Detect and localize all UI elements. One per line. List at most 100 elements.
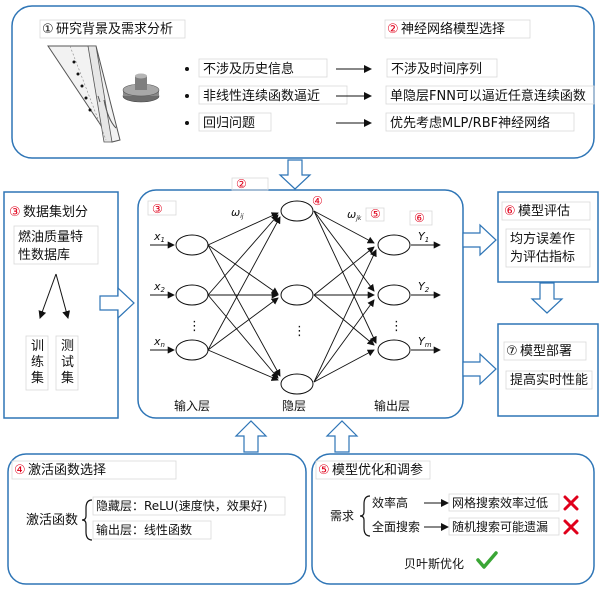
arrow-optimization-to-network <box>325 420 359 453</box>
hidden-dots: ⋮ <box>293 324 306 339</box>
hidden-layer-label: 隐层 <box>282 399 306 413</box>
input-label-2: x2 <box>153 280 166 294</box>
output-nodes <box>377 234 411 361</box>
output-label-2: Y2 <box>418 280 430 294</box>
research-title: 研究背景及需求分析 <box>56 22 173 37</box>
input-dots: ⋮ <box>188 319 201 334</box>
svg-text:网格搜索效率过低: 网格搜索效率过低 <box>452 495 548 510</box>
svg-text:随机搜索可能遗漏: 随机搜索可能遗漏 <box>452 519 548 534</box>
optimization-bayes: 贝叶斯优化 <box>404 557 464 571</box>
activation-label: 激活函数 <box>26 513 78 528</box>
arrow-dataset-to-network <box>99 286 135 320</box>
svg-text:全面搜索: 全面搜索 <box>372 519 420 534</box>
connections-hidden-output <box>313 210 377 383</box>
deployment-text: 提高实时性能 <box>510 372 588 388</box>
activation-title: 激活函数选择 <box>28 463 106 478</box>
svg-text:练: 练 <box>31 355 44 370</box>
arrow-activation-to-network <box>234 420 268 453</box>
svg-text:非线性连续函数逼近: 非线性连续函数逼近 <box>203 88 320 104</box>
svg-text:试: 试 <box>61 355 74 370</box>
evaluation-line1: 均方误差作 <box>510 231 575 247</box>
deployment-panel <box>497 323 599 417</box>
cross-icon <box>563 495 579 511</box>
input-node-2 <box>175 284 209 306</box>
optimization-num: ⑤ <box>318 463 330 478</box>
train-set: 训 练 集 <box>25 335 49 391</box>
top-row-3: 回归问题 优先考虑MLP/RBF神经网络 <box>185 112 575 132</box>
output-dots: ⋮ <box>390 319 403 334</box>
optimization-brace <box>359 495 371 537</box>
top-panel <box>11 5 595 159</box>
weight-jk-label: ωjk <box>347 208 362 222</box>
deployment-title: 模型部署 <box>520 344 572 359</box>
network-num-left: ③ <box>152 202 163 216</box>
optimization-row-2: 全面搜索 随机搜索可能遗漏 <box>372 517 579 536</box>
hidden-node-2 <box>280 284 314 306</box>
svg-text:测: 测 <box>61 339 74 354</box>
network-num-top: ② <box>236 177 247 191</box>
network-num-output: ⑥ <box>414 211 425 225</box>
input-label-n: xn <box>153 335 165 349</box>
svg-text:不涉及历史信息: 不涉及历史信息 <box>203 61 294 77</box>
svg-text:集: 集 <box>31 370 44 386</box>
sensor-icon <box>122 73 160 103</box>
test-set: 测 试 集 <box>55 335 79 391</box>
nn-select-title: 神经网络模型选择 <box>401 21 505 37</box>
cross-icon <box>563 519 579 535</box>
evaluation-title: 模型评估 <box>518 204 570 219</box>
activation-num: ④ <box>14 463 26 478</box>
svg-text:优先考虑MLP/RBF神经网络: 优先考虑MLP/RBF神经网络 <box>390 115 550 131</box>
network-num-hidden: ④ <box>312 194 323 208</box>
output-label-m: Ym <box>418 335 432 349</box>
top-row-1: 不涉及历史信息 不涉及时间序列 <box>185 58 498 78</box>
svg-text:训: 训 <box>31 339 44 354</box>
top-row-2: 非线性连续函数逼近 单隐层FNN可以逼近任意连续函数 <box>185 85 595 105</box>
dataset-db-line2: 性数据库 <box>18 247 70 263</box>
evaluation-line2: 为评估指标 <box>510 250 575 265</box>
optimization-row-1: 效率高 网格搜索效率过低 <box>372 493 579 512</box>
deployment-num: ⑦ <box>506 344 518 359</box>
nn-select-num: ② <box>387 22 399 37</box>
activation-panel <box>7 453 307 585</box>
input-arrows <box>150 241 175 354</box>
hidden-nodes <box>280 200 314 395</box>
arrow-network-to-deployment <box>462 352 497 386</box>
svg-text:回归问题: 回归问题 <box>203 116 255 131</box>
dataset-title: 数据集划分 <box>23 204 88 220</box>
input-layer-label: 输入层 <box>174 398 210 413</box>
hidden-node-1 <box>280 200 314 222</box>
output-node-2 <box>377 284 411 306</box>
arrow-top-to-network <box>278 159 312 190</box>
input-node-n <box>175 339 209 361</box>
wing-illustration <box>47 45 121 143</box>
research-num: ① <box>42 22 54 37</box>
dataset-db-line1: 燃油质量特 <box>18 229 83 245</box>
arrow-network-to-evaluation <box>462 223 497 257</box>
weight-ij-label: ωij <box>231 206 244 220</box>
output-node-m <box>377 339 411 361</box>
activation-hidden: 隐藏层：ReLU(速度快，效果好) <box>96 498 267 513</box>
svg-text:单隐层FNN可以逼近任意连续函数: 单隐层FNN可以逼近任意连续函数 <box>390 88 586 104</box>
activation-output: 输出层：线性函数 <box>96 522 192 537</box>
dataset-panel <box>3 191 119 419</box>
optimization-need: 需求 <box>330 509 354 523</box>
output-arrows <box>411 241 441 354</box>
svg-text:效率高: 效率高 <box>372 495 408 510</box>
check-icon <box>476 551 498 569</box>
hidden-node-3 <box>280 373 314 395</box>
input-node-1 <box>175 234 209 256</box>
optimization-title: 模型优化和调参 <box>332 462 423 478</box>
connections-input-hidden <box>207 212 281 381</box>
svg-text:不涉及时间序列: 不涉及时间序列 <box>391 62 482 77</box>
input-label-1: x1 <box>153 230 165 244</box>
input-nodes <box>175 234 209 361</box>
output-node-1 <box>377 234 411 256</box>
optimization-panel <box>311 453 595 585</box>
output-label-1: Y1 <box>418 230 429 244</box>
evaluation-num: ⑥ <box>504 204 516 219</box>
activation-brace <box>81 499 93 541</box>
network-num-weight2: ⑤ <box>370 207 381 221</box>
dataset-num: ③ <box>9 205 21 220</box>
svg-text:集: 集 <box>61 370 74 386</box>
